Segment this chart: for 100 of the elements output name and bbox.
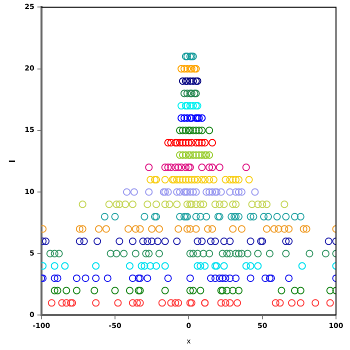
point xyxy=(205,176,214,184)
point xyxy=(222,176,230,184)
point xyxy=(54,286,62,294)
point xyxy=(232,188,240,196)
point xyxy=(136,299,144,307)
point xyxy=(184,138,192,147)
point xyxy=(246,237,254,246)
point xyxy=(189,188,197,196)
point xyxy=(192,212,200,220)
point xyxy=(183,200,191,208)
point xyxy=(250,212,258,220)
point xyxy=(161,176,169,184)
point xyxy=(220,237,228,246)
point xyxy=(218,250,226,258)
point xyxy=(306,250,314,258)
point xyxy=(242,262,250,270)
point xyxy=(122,188,131,196)
point xyxy=(198,151,206,159)
point xyxy=(128,200,136,208)
point xyxy=(220,200,228,208)
point xyxy=(196,212,204,220)
point xyxy=(154,237,162,246)
point xyxy=(188,176,196,184)
point xyxy=(254,262,262,270)
point xyxy=(282,250,290,258)
point xyxy=(146,262,154,270)
point xyxy=(194,250,202,258)
point xyxy=(226,176,234,184)
point xyxy=(238,188,246,196)
point xyxy=(205,188,214,196)
point xyxy=(178,77,187,85)
point xyxy=(174,299,182,307)
point xyxy=(126,286,134,294)
point xyxy=(172,164,180,172)
point xyxy=(280,225,288,233)
point xyxy=(272,299,280,307)
point xyxy=(189,77,197,85)
point xyxy=(155,250,164,258)
point xyxy=(145,250,153,258)
point xyxy=(192,126,200,134)
point xyxy=(232,250,240,258)
point xyxy=(189,126,197,134)
point xyxy=(202,212,210,220)
point xyxy=(194,176,202,184)
point xyxy=(161,262,169,270)
point xyxy=(82,274,90,282)
point xyxy=(260,212,268,220)
point xyxy=(184,176,192,184)
point xyxy=(186,102,194,110)
point xyxy=(226,188,234,196)
point xyxy=(186,225,194,233)
point xyxy=(282,212,290,220)
point xyxy=(144,237,152,246)
point xyxy=(261,274,270,282)
point xyxy=(144,200,152,208)
point xyxy=(173,188,181,196)
point xyxy=(254,200,262,208)
point xyxy=(234,188,243,196)
point xyxy=(48,299,56,307)
point xyxy=(216,274,224,282)
point xyxy=(254,250,262,258)
point xyxy=(232,176,240,184)
point xyxy=(95,225,103,233)
point xyxy=(116,237,124,246)
point xyxy=(144,274,152,282)
point xyxy=(92,262,100,270)
point xyxy=(148,225,156,233)
point xyxy=(223,286,231,294)
point xyxy=(161,286,169,294)
point xyxy=(208,225,216,233)
point xyxy=(180,65,188,73)
point xyxy=(238,250,246,258)
point xyxy=(180,114,188,122)
point xyxy=(246,274,254,282)
point xyxy=(290,212,299,220)
point xyxy=(234,212,243,220)
point xyxy=(152,200,160,208)
point xyxy=(262,200,271,208)
point xyxy=(145,188,153,196)
point xyxy=(322,250,330,258)
point xyxy=(176,176,184,184)
point xyxy=(124,225,132,233)
point xyxy=(285,274,293,282)
point xyxy=(183,65,191,73)
point xyxy=(106,250,114,258)
point xyxy=(90,286,98,294)
point xyxy=(183,114,191,122)
point xyxy=(223,250,231,258)
point xyxy=(216,164,224,172)
point xyxy=(164,138,172,147)
point xyxy=(182,164,190,172)
point xyxy=(50,286,58,294)
point xyxy=(194,237,202,246)
point xyxy=(178,102,186,110)
point xyxy=(196,286,204,294)
point xyxy=(42,237,50,246)
point xyxy=(136,225,144,233)
point xyxy=(148,237,156,246)
point xyxy=(192,138,200,147)
point xyxy=(246,262,254,270)
